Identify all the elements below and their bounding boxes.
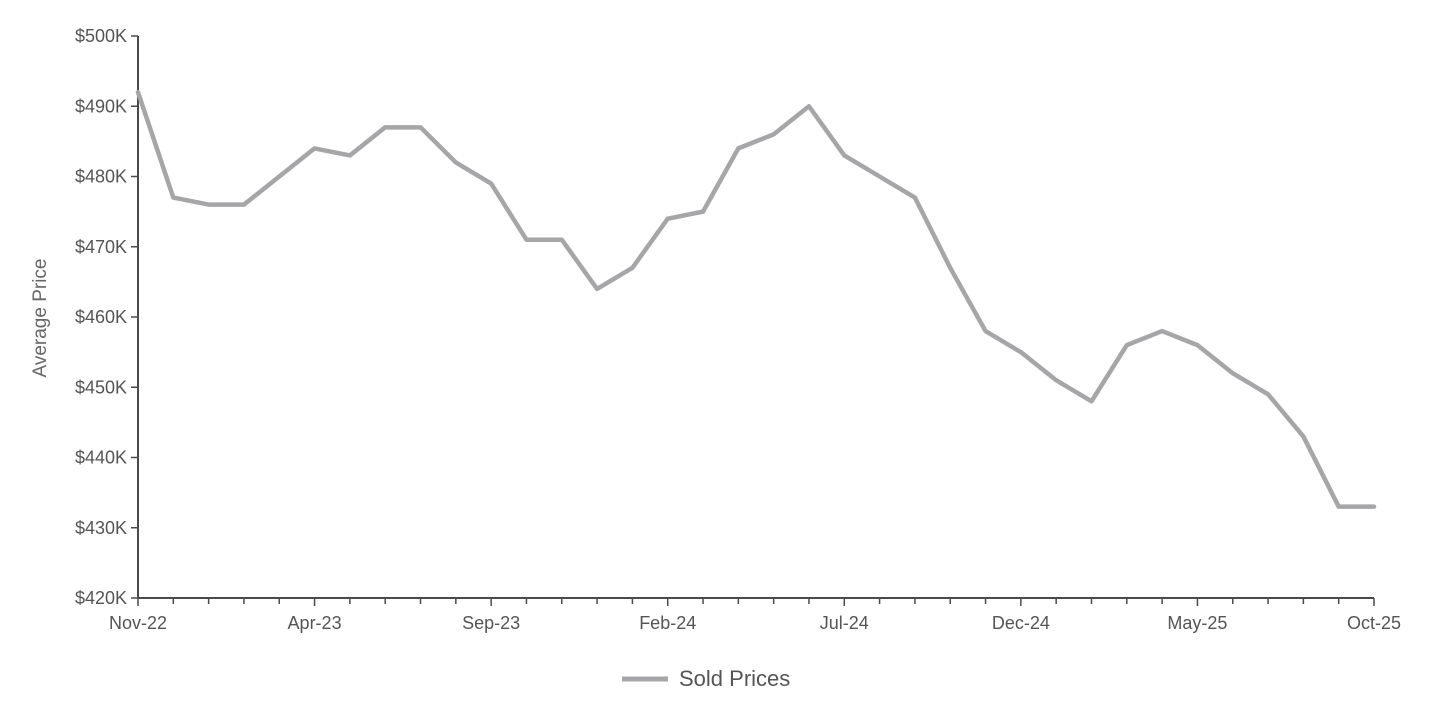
y-tick-label: $450K — [75, 377, 127, 397]
y-tick-label: $500K — [75, 26, 127, 46]
series-layer — [135, 89, 1377, 509]
y-tick-label: $460K — [75, 307, 127, 327]
x-axis: Nov-22 Apr-23 Sep-23 Feb-24 Jul-24 Dec-24 May-… — [109, 597, 1401, 633]
y-tick-label: $430K — [75, 518, 127, 538]
x-tick-label: Apr-23 — [288, 613, 342, 633]
x-tick-label: Dec-24 — [992, 613, 1050, 633]
y-tick-label: $440K — [75, 448, 127, 468]
x-tick-label: Feb-24 — [639, 613, 696, 633]
y-axis-title: Average Price — [30, 259, 51, 378]
y-tick-label: $420K — [75, 588, 127, 608]
x-tick-label: Nov-22 — [109, 613, 167, 633]
legend: Sold Prices — [622, 666, 790, 691]
x-tick-label: Sep-23 — [462, 613, 520, 633]
x-tick-label: Jul-24 — [820, 613, 869, 633]
y-tick-label: $490K — [75, 96, 127, 116]
legend-label-sold-prices: Sold Prices — [679, 666, 790, 691]
x-tick-label: May-25 — [1167, 613, 1227, 633]
y-axis: $420K $430K $440K $450K $460K $470K $480K $490K… — [75, 26, 139, 608]
x-tick-label: Oct-25 — [1347, 613, 1401, 633]
y-tick-label: $470K — [75, 237, 127, 257]
series-line-sold-prices — [135, 89, 1377, 509]
y-tick-label: $480K — [75, 167, 127, 187]
